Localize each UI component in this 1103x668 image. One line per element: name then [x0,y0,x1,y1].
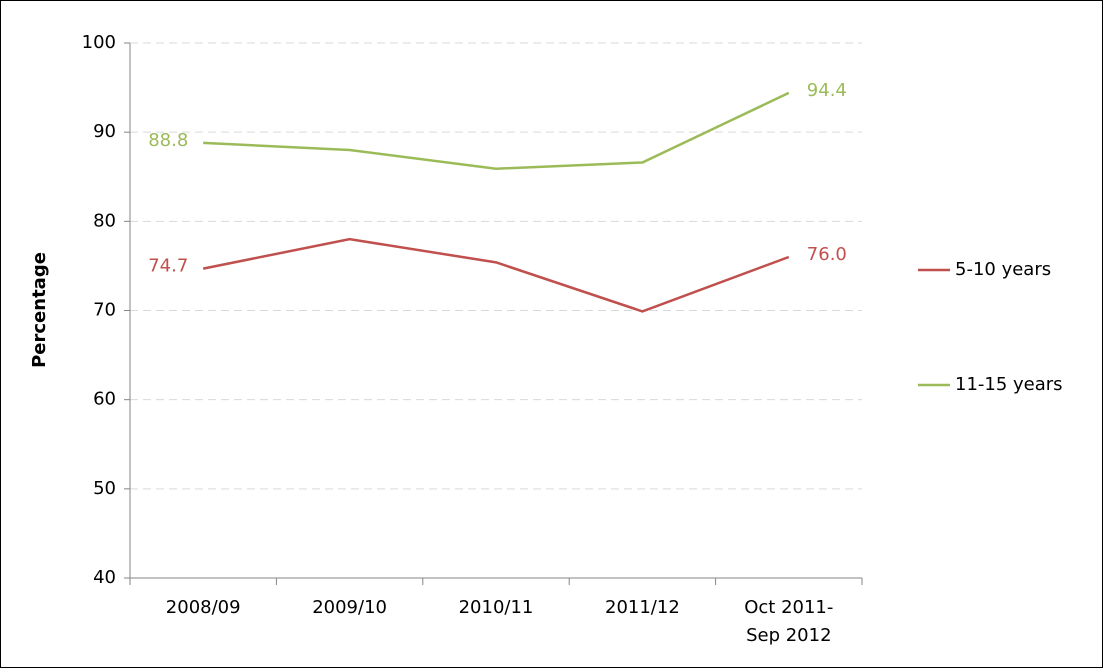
y-tick-label: 40 [93,567,116,588]
x-tick-label: 2011/12 [605,597,680,618]
y-tick-label: 70 [93,300,116,321]
x-tick-label: 2009/10 [312,597,387,618]
data-label: 74.7 [148,256,188,277]
y-tick-label: 80 [93,210,116,231]
y-tick-label: 90 [93,121,116,142]
y-axis-label: Percentage [29,252,50,368]
series-line [202,237,790,313]
y-tick-label: 60 [93,389,116,410]
x-tick-label: Oct 2011-Sep 2012 [744,597,833,646]
data-label: 76.0 [807,244,847,265]
data-label: 88.8 [148,130,188,151]
y-tick-label: 50 [93,478,116,499]
y-tick-label: 100 [82,32,116,53]
series-line [203,91,790,170]
x-tick-label: 2010/11 [459,597,534,618]
legend-label: 11-15 years [955,374,1063,395]
data-label: 94.4 [807,80,847,101]
legend-label: 5-10 years [955,259,1051,280]
x-tick-label: 2008/09 [166,597,241,618]
